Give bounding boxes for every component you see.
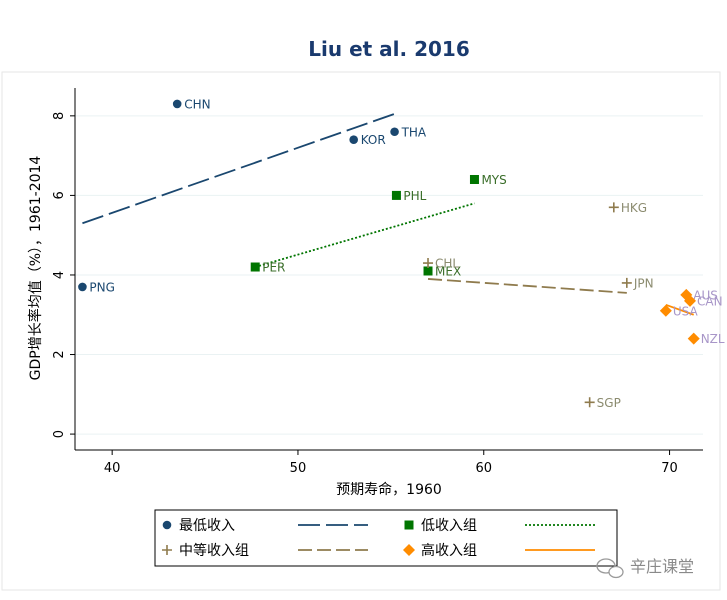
y-tick-label: 0 (52, 430, 67, 438)
point-label-hkg: HKG (621, 201, 647, 215)
watermark: 辛庄课堂 (596, 557, 694, 579)
legend-label-middle: 中等收入组 (179, 542, 249, 559)
y-tick-label: 6 (52, 191, 67, 199)
point-chn (172, 99, 182, 109)
point-chl (423, 258, 434, 269)
point-usa (659, 304, 672, 317)
point-label-nzl: NZL (701, 332, 725, 346)
point-label-chl: CHL (435, 257, 459, 271)
legend-marker-high (403, 544, 415, 556)
legend-marker-low (404, 520, 414, 530)
y-tick-label: 8 (52, 112, 67, 120)
point-label-per: PER (262, 261, 285, 275)
point-nzl (687, 332, 700, 345)
plot-area: 0 2 4 6 8 40 50 60 70 CHN KOR THA PNG MYS PHL PER MEX HKG… (52, 88, 725, 476)
point-label-tha: THA (401, 125, 427, 139)
legend-marker-middle (162, 545, 172, 555)
y-tick-label: 2 (52, 350, 67, 358)
point-label-phl: PHL (403, 189, 426, 203)
x-axis-label: 预期寿命，1960 (336, 481, 442, 498)
point-can (683, 294, 696, 307)
point-label-mex: MEX (435, 264, 461, 278)
legend-label-low: 低收入组 (421, 518, 477, 534)
point-per (250, 262, 260, 272)
watermark-text: 辛庄课堂 (630, 557, 694, 576)
fit-line-high (665, 303, 695, 316)
point-label-kor: KOR (361, 133, 386, 147)
point-mys (469, 174, 479, 184)
point-label-aus: AUS (693, 288, 718, 302)
y-tick-label: 4 (52, 271, 67, 279)
x-tick-label: 60 (475, 461, 492, 476)
fit-line-middle (427, 278, 627, 294)
figure-border (1, 71, 721, 591)
legend-box (154, 509, 618, 567)
point-label-usa: USA (673, 304, 699, 318)
point-jpn (621, 277, 632, 288)
point-label-jpn: JPN (633, 276, 654, 290)
legend-label-lowest: 最低收入 (179, 518, 235, 534)
x-tick-label: 50 (290, 461, 307, 476)
point-label-can: CAN (697, 294, 723, 308)
point-label-mys: MYS (481, 173, 506, 187)
point-tha (390, 127, 399, 137)
legend-marker-lowest (162, 520, 172, 530)
point-label-png: PNG (89, 280, 115, 294)
chart-title: Liu et al. 2016 (308, 37, 469, 61)
point-kor (349, 135, 358, 145)
x-tick-label: 40 (104, 461, 121, 476)
point-phl (391, 190, 401, 200)
x-tick-label: 70 (661, 461, 678, 476)
point-png (78, 282, 87, 292)
point-hkg (608, 202, 619, 213)
wechat-icon (596, 558, 624, 579)
point-label-sgp: SGP (597, 396, 621, 410)
point-label-chn: CHN (184, 97, 210, 111)
y-axis-label: GDP增长率均值（%），1961-2014 (27, 156, 44, 381)
point-mex (423, 266, 433, 276)
legend-label-high: 高收入组 (421, 542, 477, 559)
point-sgp (584, 397, 595, 408)
